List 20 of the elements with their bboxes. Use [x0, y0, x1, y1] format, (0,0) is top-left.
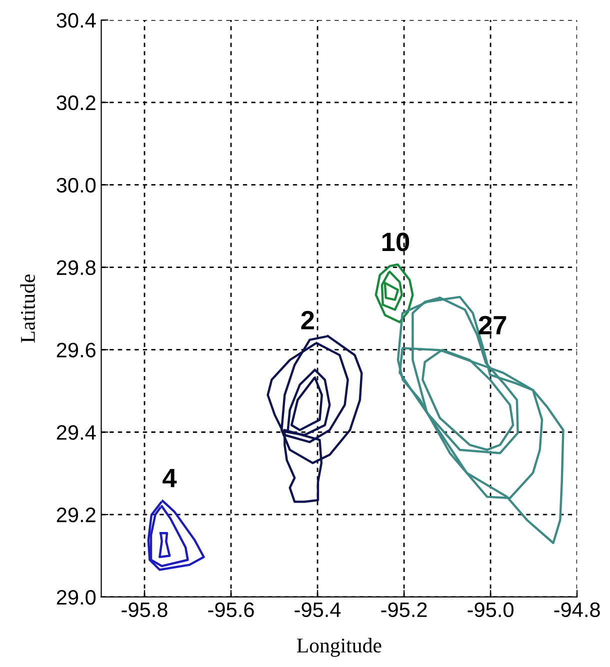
x-tick-label: -95.6 — [208, 602, 254, 618]
series-label: 10 — [382, 232, 410, 252]
x-tick-label: -95.2 — [381, 602, 427, 618]
series-label: 2 — [301, 310, 314, 330]
y-tick-label: 29.0 — [56, 590, 96, 605]
x-tick-label: -95.8 — [122, 602, 168, 618]
x-axis-title: Longitude — [296, 638, 382, 657]
x-tick-label: -95.0 — [468, 602, 514, 618]
x-tick-label: -95.4 — [294, 602, 341, 618]
y-tick-label: 29.6 — [56, 342, 96, 358]
series-label: 4 — [162, 468, 177, 488]
y-tick-label: 30.2 — [56, 95, 96, 110]
y-axis-title: Latitude — [20, 274, 35, 343]
series-label: 27 — [478, 316, 506, 334]
y-tick-label: 29.4 — [56, 425, 96, 440]
y-tick-label: 29.2 — [56, 508, 96, 522]
y-tick-label: 30.4 — [56, 13, 96, 28]
y-tick-label: 30.0 — [56, 178, 96, 193]
y-tick-label: 29.8 — [56, 260, 96, 276]
x-tick-label: -94.8 — [554, 602, 600, 618]
